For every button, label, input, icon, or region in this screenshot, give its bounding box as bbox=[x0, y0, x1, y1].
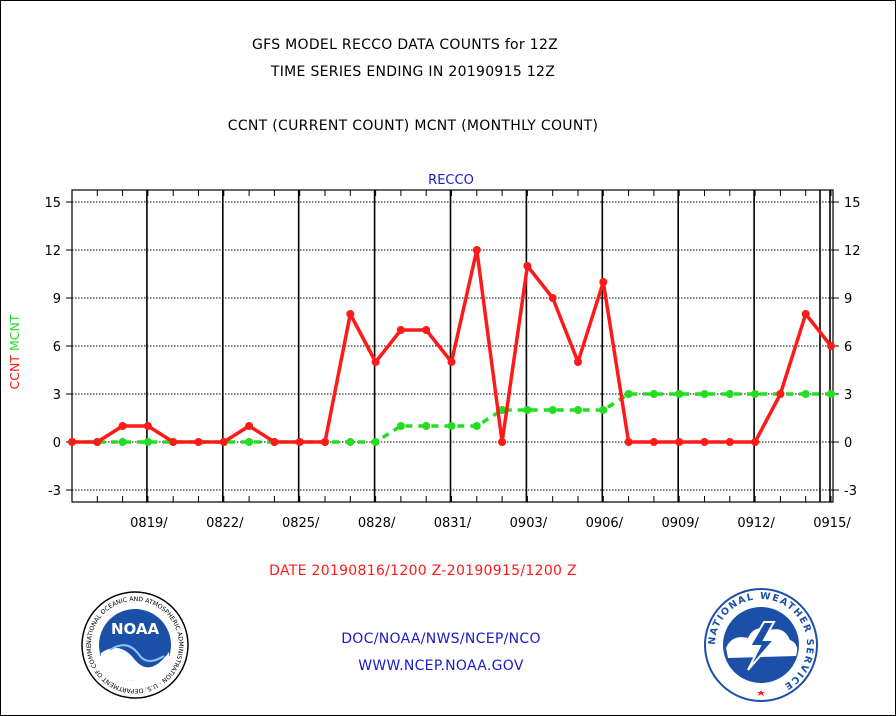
plot-title: RECCO bbox=[428, 173, 474, 188]
y-tick-label-right: 6 bbox=[844, 340, 852, 355]
data-point-ccnt bbox=[574, 358, 582, 366]
data-point-mcnt bbox=[700, 390, 709, 398]
data-point-ccnt bbox=[219, 438, 228, 446]
data-point-ccnt bbox=[143, 422, 152, 430]
y-tick-label-left: -3 bbox=[48, 484, 61, 499]
y-axis-label-ccnt: CCNT bbox=[7, 351, 22, 389]
x-tick-label: 0828/ bbox=[358, 516, 396, 531]
data-point-ccnt bbox=[599, 278, 608, 286]
data-point-ccnt bbox=[118, 422, 127, 430]
x-tick-label: 0903/ bbox=[510, 516, 548, 531]
x-tick-label: 0825/ bbox=[282, 516, 320, 531]
y-tick-label-left: 15 bbox=[44, 196, 61, 211]
data-point-ccnt bbox=[93, 438, 102, 446]
y-tick-label-left: 6 bbox=[53, 340, 61, 355]
data-point-mcnt bbox=[498, 406, 507, 414]
data-point-mcnt bbox=[827, 390, 835, 398]
chart-title-line2: TIME SERIES ENDING IN 20190915 12Z bbox=[270, 64, 556, 80]
y-tick-label-right: 0 bbox=[844, 436, 852, 451]
data-point-ccnt bbox=[472, 246, 481, 254]
y-tick-label-left: 9 bbox=[53, 292, 61, 307]
data-point-ccnt bbox=[675, 438, 684, 446]
noaa-logo: NATIONAL OCEANIC AND ATMOSPHERIC ADMINIS… bbox=[80, 590, 189, 699]
data-point-mcnt bbox=[751, 390, 760, 398]
data-point-ccnt bbox=[548, 294, 557, 302]
data-point-ccnt bbox=[270, 438, 279, 446]
org-line: DOC/NOAA/NWS/NCEP/NCO bbox=[341, 631, 541, 647]
noaa-logo-text: NOAA bbox=[111, 620, 160, 638]
data-point-ccnt bbox=[447, 358, 456, 366]
y-tick-label-right: 9 bbox=[844, 292, 852, 307]
data-point-ccnt bbox=[827, 342, 835, 350]
data-point-mcnt bbox=[725, 390, 734, 398]
data-point-mcnt bbox=[118, 438, 127, 446]
y-tick-label-left: 3 bbox=[53, 388, 61, 403]
x-tick-label: 0915/ bbox=[813, 516, 851, 531]
data-point-mcnt bbox=[548, 406, 557, 414]
data-point-mcnt bbox=[346, 438, 355, 446]
data-point-ccnt bbox=[523, 262, 532, 270]
y-axis-label-mcnt: MCNT bbox=[7, 314, 22, 351]
y-tick-label-right: 3 bbox=[844, 388, 852, 403]
website-url: WWW.NCEP.NOAA.GOV bbox=[358, 658, 524, 674]
data-point-mcnt bbox=[649, 390, 658, 398]
data-point-ccnt bbox=[751, 438, 760, 446]
y-tick-label-left: 0 bbox=[53, 436, 61, 451]
y-tick-label-right: 15 bbox=[844, 196, 861, 211]
chart-title-line1: GFS MODEL RECCO DATA COUNTS for 12Z bbox=[251, 37, 559, 53]
x-tick-label: 0906/ bbox=[586, 516, 624, 531]
data-point-ccnt bbox=[624, 438, 633, 446]
data-point-mcnt bbox=[801, 390, 810, 398]
nws-logo: NATIONAL WEATHER SERVICE bbox=[704, 588, 818, 702]
data-point-ccnt bbox=[321, 438, 329, 446]
data-point-ccnt bbox=[346, 310, 355, 318]
data-point-ccnt bbox=[700, 438, 709, 446]
data-point-mcnt bbox=[447, 422, 456, 430]
y-tick-label-left: 12 bbox=[44, 244, 61, 259]
x-tick-label: 0819/ bbox=[130, 516, 168, 531]
data-point-mcnt bbox=[574, 406, 582, 414]
data-point-mcnt bbox=[624, 390, 633, 398]
data-point-mcnt bbox=[472, 422, 481, 430]
data-point-ccnt bbox=[295, 438, 304, 446]
data-point-ccnt bbox=[801, 310, 810, 318]
data-point-ccnt bbox=[776, 390, 785, 398]
date-range-label: DATE 20190816/1200 Z-20190915/1200 Z bbox=[269, 563, 577, 579]
data-point-mcnt bbox=[143, 438, 152, 446]
data-point-mcnt bbox=[396, 422, 405, 430]
data-point-ccnt bbox=[649, 438, 658, 446]
chart-subtitle: CCNT (CURRENT COUNT) MCNT (MONTHLY COUNT… bbox=[227, 118, 599, 134]
data-point-mcnt bbox=[675, 390, 684, 398]
data-point-ccnt bbox=[68, 438, 76, 446]
data-point-ccnt bbox=[422, 326, 431, 334]
data-point-mcnt bbox=[245, 438, 254, 446]
data-point-mcnt bbox=[599, 406, 608, 414]
data-point-ccnt bbox=[194, 438, 203, 446]
data-point-ccnt bbox=[169, 438, 178, 446]
data-point-mcnt bbox=[523, 406, 532, 414]
data-point-mcnt bbox=[422, 422, 431, 430]
data-point-ccnt bbox=[725, 438, 734, 446]
x-tick-label: 0822/ bbox=[206, 516, 244, 531]
x-tick-label: 0912/ bbox=[737, 516, 775, 531]
y-axis-label: CCNT MCNT bbox=[7, 314, 22, 389]
data-point-ccnt bbox=[396, 326, 405, 334]
y-tick-label-right: -3 bbox=[844, 484, 857, 499]
y-tick-label-right: 12 bbox=[844, 244, 861, 259]
data-point-ccnt bbox=[498, 438, 507, 446]
data-point-mcnt bbox=[371, 438, 380, 446]
x-tick-label: 0831/ bbox=[434, 516, 472, 531]
data-point-ccnt bbox=[245, 422, 254, 430]
x-tick-label: 0909/ bbox=[661, 516, 699, 531]
data-point-ccnt bbox=[371, 358, 380, 366]
